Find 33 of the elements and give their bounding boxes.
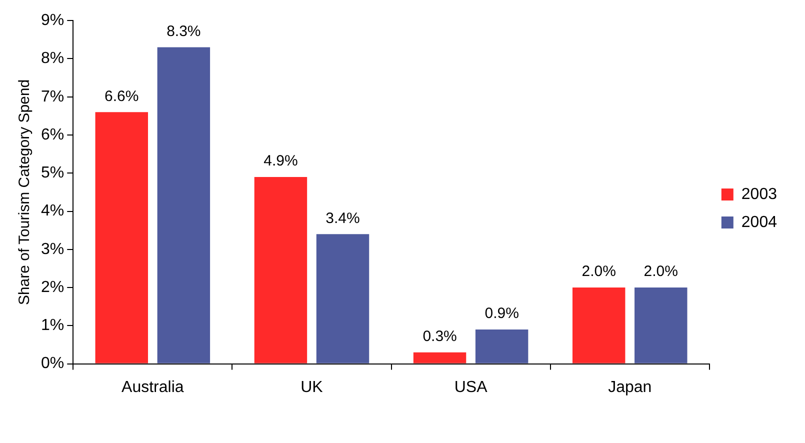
data-label: 8.3% — [166, 22, 201, 40]
bar — [634, 288, 688, 364]
data-label: 3.4% — [326, 210, 360, 227]
data-label: 2.0% — [644, 263, 678, 280]
x-tick-label: USA — [454, 378, 488, 396]
data-label: 4.9% — [264, 152, 298, 170]
y-axis-title: Share of Tourism Category Spend — [16, 79, 34, 306]
y-tick-label: 6% — [41, 126, 64, 144]
x-tick-label: Japan — [608, 378, 652, 396]
bar — [316, 234, 370, 364]
data-label: 6.6% — [104, 88, 139, 105]
x-tick-label: Australia — [122, 378, 184, 396]
y-tick-label: 9% — [41, 12, 64, 30]
legend-label: 2003 — [741, 186, 778, 203]
y-tick-label: 7% — [41, 88, 64, 106]
y-tick-label: 3% — [41, 240, 64, 258]
y-tick-label: 1% — [41, 317, 64, 334]
bar — [413, 352, 466, 364]
x-tick-label: UK — [300, 378, 324, 396]
data-label: 0.9% — [484, 305, 519, 322]
data-label: 0.3% — [422, 328, 457, 345]
legend-label: 2004 — [741, 214, 778, 231]
bar — [254, 176, 308, 364]
y-tick-label: 2% — [41, 278, 64, 296]
y-tick-label: 5% — [41, 164, 64, 182]
bar — [95, 112, 148, 364]
y-tick-label: 0% — [41, 355, 64, 372]
data-label: 2.0% — [582, 263, 616, 280]
y-tick-label: 4% — [41, 202, 64, 220]
bar — [157, 47, 210, 364]
bar — [572, 288, 626, 364]
bar — [475, 329, 528, 364]
y-tick-label: 8% — [41, 50, 64, 68]
